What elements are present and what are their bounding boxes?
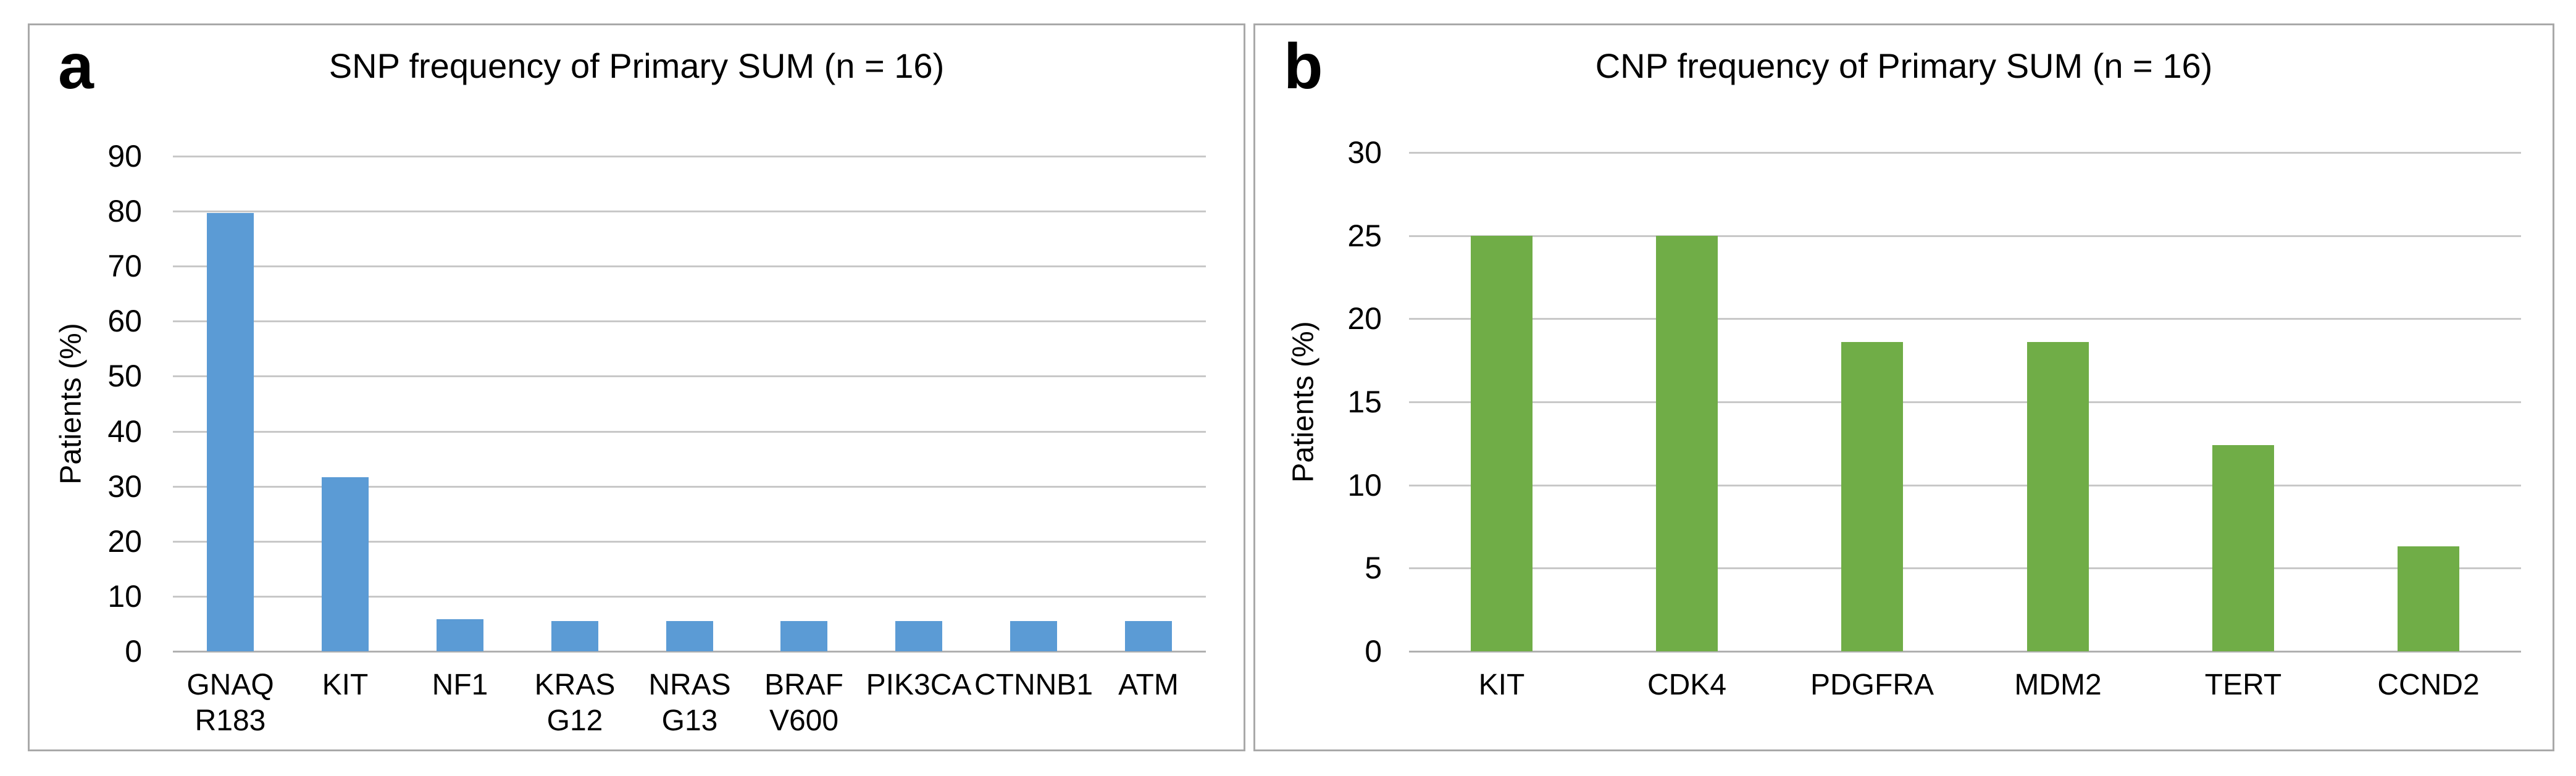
gridline-30 [1409, 152, 2521, 154]
x-category-label-tert: TERT [2204, 669, 2282, 701]
bar-ctnnb1 [1010, 621, 1057, 651]
x-category-label-pik3ca: PIK3CA [866, 669, 972, 701]
gridline-30 [173, 486, 1206, 488]
y-tick-label-50: 50 [107, 359, 142, 393]
y-tick-label-80: 80 [107, 194, 142, 228]
x-category-label-nras: NRAS G13 [648, 669, 731, 737]
gridline-10 [1409, 485, 2521, 486]
x-category-label-cdk4: CDK4 [1647, 669, 1727, 701]
x-category-label-kit: KIT [322, 669, 369, 701]
y-tick-label-40: 40 [107, 414, 142, 449]
y-tick-label-0: 0 [1365, 634, 1382, 669]
x-category-label-kras: KRAS G12 [534, 669, 616, 737]
gridline-50 [173, 375, 1206, 377]
gridline-80 [173, 211, 1206, 212]
gridline-25 [1409, 235, 2521, 237]
gridline-70 [173, 265, 1206, 267]
y-tick-label-0: 0 [125, 634, 142, 669]
bar-kras [551, 621, 598, 651]
gridline-5 [1409, 567, 2521, 569]
gridline-90 [173, 156, 1206, 157]
gridline-40 [173, 431, 1206, 433]
gridline-15 [1409, 401, 2521, 403]
y-tick-label-25: 25 [1347, 219, 1382, 253]
x-category-label-ccnd2: CCND2 [2377, 669, 2480, 701]
panel-a-plot-area [173, 156, 1206, 653]
x-category-label-ctnnb1: CTNNB1 [974, 669, 1094, 701]
gridline-0 [173, 651, 1206, 653]
panel-b-plot-area [1409, 152, 2521, 653]
bar-nf1 [437, 619, 483, 651]
x-category-label-mdm2: MDM2 [2014, 669, 2102, 701]
bar-cdk4 [1656, 236, 1718, 651]
bar-pik3ca [895, 621, 942, 651]
y-tick-label-5: 5 [1365, 551, 1382, 585]
bar-ccnd2 [2398, 546, 2459, 651]
gridline-20 [1409, 318, 2521, 320]
y-tick-label-30: 30 [107, 469, 142, 504]
bar-braf [780, 621, 827, 651]
bar-gnaq [207, 213, 254, 651]
x-category-label-kit: KIT [1478, 669, 1525, 701]
bar-atm [1125, 621, 1172, 651]
y-tick-label-15: 15 [1347, 385, 1382, 419]
bar-mdm2 [2027, 342, 2089, 651]
x-category-label-nf1: NF1 [432, 669, 488, 701]
gridline-20 [173, 541, 1206, 543]
y-tick-label-10: 10 [107, 579, 142, 614]
y-tick-label-70: 70 [107, 249, 142, 283]
x-category-label-pdgfra: PDGFRA [1810, 669, 1934, 701]
y-tick-label-20: 20 [107, 524, 142, 559]
y-tick-label-60: 60 [107, 304, 142, 338]
panel-b-label: b [1284, 31, 1323, 102]
bar-pdgfra [1841, 342, 1903, 651]
y-tick-label-30: 30 [1347, 135, 1382, 170]
panel-a-chart-title: SNP frequency of Primary SUM (n = 16) [328, 46, 945, 85]
bar-kit [322, 477, 369, 651]
gridline-0 [1409, 651, 2521, 653]
panel-a-label: a [58, 31, 94, 102]
bar-kit [1471, 236, 1533, 651]
gridline-10 [173, 596, 1206, 598]
y-tick-label-10: 10 [1347, 468, 1382, 503]
x-category-label-atm: ATM [1118, 669, 1179, 701]
panel-b: b CNP frequency of Primary SUM (n = 16) … [1253, 23, 2554, 751]
y-tick-label-20: 20 [1347, 301, 1382, 336]
gridline-60 [173, 320, 1206, 322]
x-category-label-braf: BRAF V600 [764, 669, 843, 737]
y-tick-label-90: 90 [107, 139, 142, 173]
bar-nras [666, 621, 713, 651]
panel-a: a SNP frequency of Primary SUM (n = 16) … [28, 23, 1245, 751]
bar-tert [2212, 445, 2274, 651]
panel-a-y-axis-title: Patients (%) [54, 323, 88, 485]
panel-b-chart-title: CNP frequency of Primary SUM (n = 16) [1595, 46, 2213, 85]
x-category-label-gnaq: GNAQ R183 [186, 669, 274, 737]
